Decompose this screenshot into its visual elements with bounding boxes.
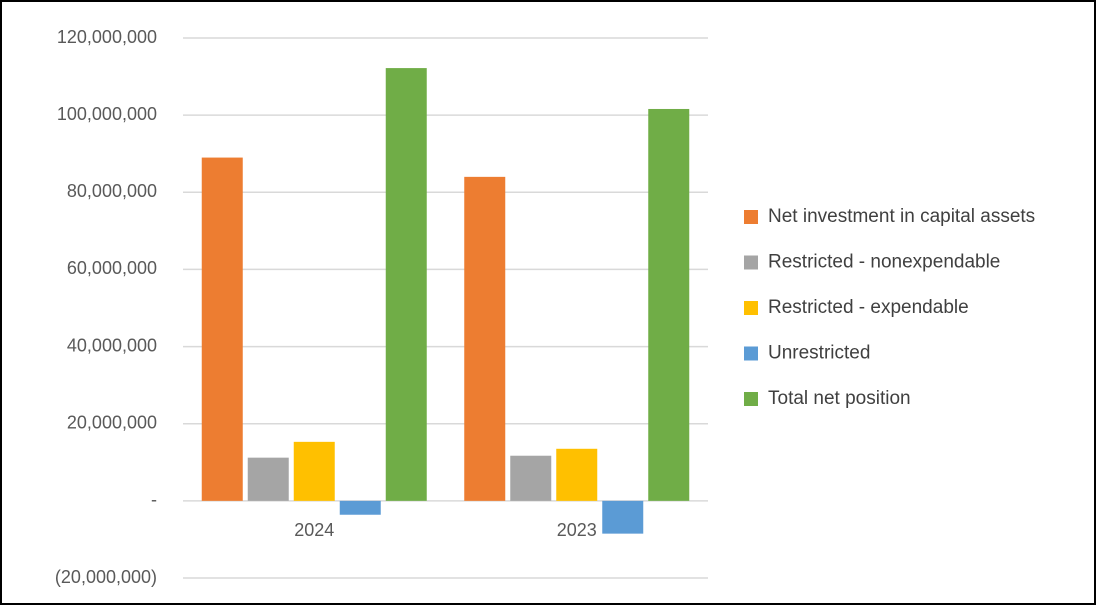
legend-label: Total net position — [768, 388, 911, 409]
bar — [556, 448, 598, 501]
bar — [339, 500, 381, 515]
bar — [201, 157, 243, 501]
legend-label: Net investment in capital assets — [768, 206, 1035, 227]
y-tick-label: - — [151, 490, 157, 510]
legend-swatch — [744, 255, 758, 270]
x-tick-label: 2024 — [294, 520, 334, 540]
bar — [648, 108, 690, 501]
legend-swatch — [744, 210, 758, 224]
y-tick-label: 40,000,000 — [67, 335, 157, 355]
y-tick-label: 20,000,000 — [67, 412, 157, 432]
legend-swatch — [744, 301, 758, 315]
y-tick-label: 120,000,000 — [57, 27, 157, 47]
y-tick-label: (20,000,000) — [55, 567, 157, 587]
legend-label: Restricted - nonexpendable — [768, 252, 1000, 273]
y-tick-label: 80,000,000 — [67, 181, 157, 201]
bar — [602, 500, 644, 534]
bar — [510, 455, 552, 501]
legend-swatch — [744, 392, 758, 406]
bar — [247, 457, 289, 501]
bar — [464, 176, 506, 501]
y-tick-label: 100,000,000 — [57, 104, 157, 124]
legend-label: Restricted - expendable — [768, 297, 969, 318]
bar — [385, 68, 427, 501]
legend-label: Unrestricted — [768, 343, 870, 364]
y-tick-label: 60,000,000 — [67, 258, 157, 278]
legend-swatch — [744, 346, 758, 361]
bar — [293, 441, 335, 501]
x-tick-label: 2023 — [557, 520, 597, 540]
